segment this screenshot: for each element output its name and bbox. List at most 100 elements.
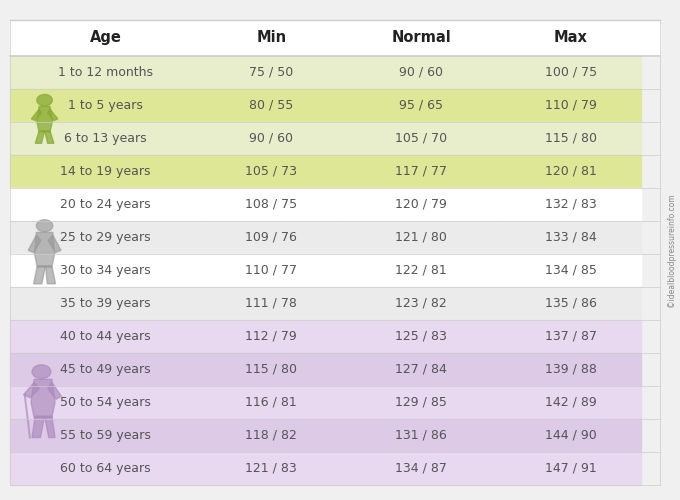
Bar	[10, 122, 201, 154]
Polygon shape	[37, 106, 52, 132]
Bar	[500, 254, 641, 287]
Bar	[500, 188, 641, 221]
Text: 144 / 90: 144 / 90	[545, 429, 596, 442]
Bar	[201, 386, 341, 419]
Bar	[341, 254, 500, 287]
Bar	[341, 221, 500, 254]
Text: 75 / 50: 75 / 50	[250, 66, 294, 78]
Text: 115 / 80: 115 / 80	[245, 363, 297, 376]
Text: 35 to 39 years: 35 to 39 years	[60, 297, 151, 310]
Bar	[201, 154, 341, 188]
Bar	[500, 452, 641, 485]
Text: 50 to 54 years: 50 to 54 years	[60, 396, 151, 409]
Bar	[201, 88, 341, 122]
Polygon shape	[32, 416, 45, 438]
Text: Min: Min	[256, 30, 286, 46]
Polygon shape	[35, 131, 45, 143]
Text: 133 / 84: 133 / 84	[545, 231, 596, 244]
Text: 131 / 86: 131 / 86	[395, 429, 447, 442]
Text: 100 / 75: 100 / 75	[545, 66, 596, 78]
Bar	[341, 122, 500, 154]
Bar	[341, 386, 500, 419]
Bar	[341, 452, 500, 485]
Text: 122 / 81: 122 / 81	[395, 264, 447, 277]
Text: 20 to 24 years: 20 to 24 years	[60, 198, 151, 210]
Text: 90 / 60: 90 / 60	[399, 66, 443, 78]
Bar	[201, 353, 341, 386]
Text: 142 / 89: 142 / 89	[545, 396, 596, 409]
Bar	[10, 88, 201, 122]
Text: Age: Age	[90, 30, 122, 46]
Bar	[201, 221, 341, 254]
Bar	[10, 188, 201, 221]
Polygon shape	[28, 235, 41, 252]
Bar	[500, 56, 641, 88]
Bar	[201, 188, 341, 221]
Bar	[500, 386, 641, 419]
Text: 30 to 34 years: 30 to 34 years	[60, 264, 151, 277]
Bar	[10, 452, 201, 485]
Bar	[10, 386, 201, 419]
Text: 80 / 55: 80 / 55	[250, 98, 294, 112]
Text: 115 / 80: 115 / 80	[545, 132, 596, 144]
Bar	[500, 88, 641, 122]
Bar	[201, 419, 341, 452]
Polygon shape	[31, 380, 55, 418]
Bar	[341, 88, 500, 122]
Text: 6 to 13 years: 6 to 13 years	[64, 132, 147, 144]
Bar	[341, 353, 500, 386]
Text: 60 to 64 years: 60 to 64 years	[60, 462, 151, 475]
Text: 116 / 81: 116 / 81	[245, 396, 297, 409]
Bar	[201, 287, 341, 320]
Text: 40 to 44 years: 40 to 44 years	[60, 330, 151, 343]
Bar	[10, 254, 201, 287]
Bar	[341, 188, 500, 221]
Text: 1 to 12 months: 1 to 12 months	[58, 66, 153, 78]
Bar	[500, 154, 641, 188]
Polygon shape	[48, 235, 61, 252]
Text: 90 / 60: 90 / 60	[250, 132, 293, 144]
Text: Normal: Normal	[391, 30, 451, 46]
Circle shape	[37, 220, 53, 232]
Text: 137 / 87: 137 / 87	[545, 330, 596, 343]
Polygon shape	[46, 266, 56, 284]
Bar	[341, 320, 500, 353]
Text: Max: Max	[554, 30, 588, 46]
Circle shape	[32, 365, 51, 378]
Text: 45 to 49 years: 45 to 49 years	[60, 363, 151, 376]
Polygon shape	[35, 232, 54, 267]
Text: 25 to 29 years: 25 to 29 years	[60, 231, 151, 244]
Text: 121 / 83: 121 / 83	[245, 462, 297, 475]
Text: 139 / 88: 139 / 88	[545, 363, 596, 376]
Text: 110 / 77: 110 / 77	[245, 264, 297, 277]
Text: 14 to 19 years: 14 to 19 years	[61, 164, 151, 177]
Polygon shape	[45, 131, 54, 143]
Text: 125 / 83: 125 / 83	[395, 330, 447, 343]
Polygon shape	[45, 416, 55, 438]
Bar	[500, 221, 641, 254]
Text: 147 / 91: 147 / 91	[545, 462, 596, 475]
Text: 110 / 79: 110 / 79	[545, 98, 596, 112]
Bar	[341, 154, 500, 188]
Text: 117 / 77: 117 / 77	[395, 164, 447, 177]
Text: 134 / 87: 134 / 87	[395, 462, 447, 475]
Text: 105 / 73: 105 / 73	[245, 164, 297, 177]
Bar	[10, 56, 201, 88]
Bar	[341, 287, 500, 320]
Bar	[201, 122, 341, 154]
Bar	[10, 287, 201, 320]
Text: 121 / 80: 121 / 80	[395, 231, 447, 244]
Bar	[10, 419, 201, 452]
Text: 127 / 84: 127 / 84	[395, 363, 447, 376]
Bar	[201, 254, 341, 287]
Text: ©idealbloodpressureinfo.com: ©idealbloodpressureinfo.com	[667, 193, 676, 307]
Text: 120 / 81: 120 / 81	[545, 164, 596, 177]
Text: 95 / 65: 95 / 65	[399, 98, 443, 112]
Bar	[201, 56, 341, 88]
Bar	[201, 320, 341, 353]
Bar	[10, 320, 201, 353]
Text: 135 / 86: 135 / 86	[545, 297, 596, 310]
Text: 111 / 78: 111 / 78	[245, 297, 297, 310]
Text: 109 / 76: 109 / 76	[245, 231, 297, 244]
Polygon shape	[24, 382, 39, 398]
